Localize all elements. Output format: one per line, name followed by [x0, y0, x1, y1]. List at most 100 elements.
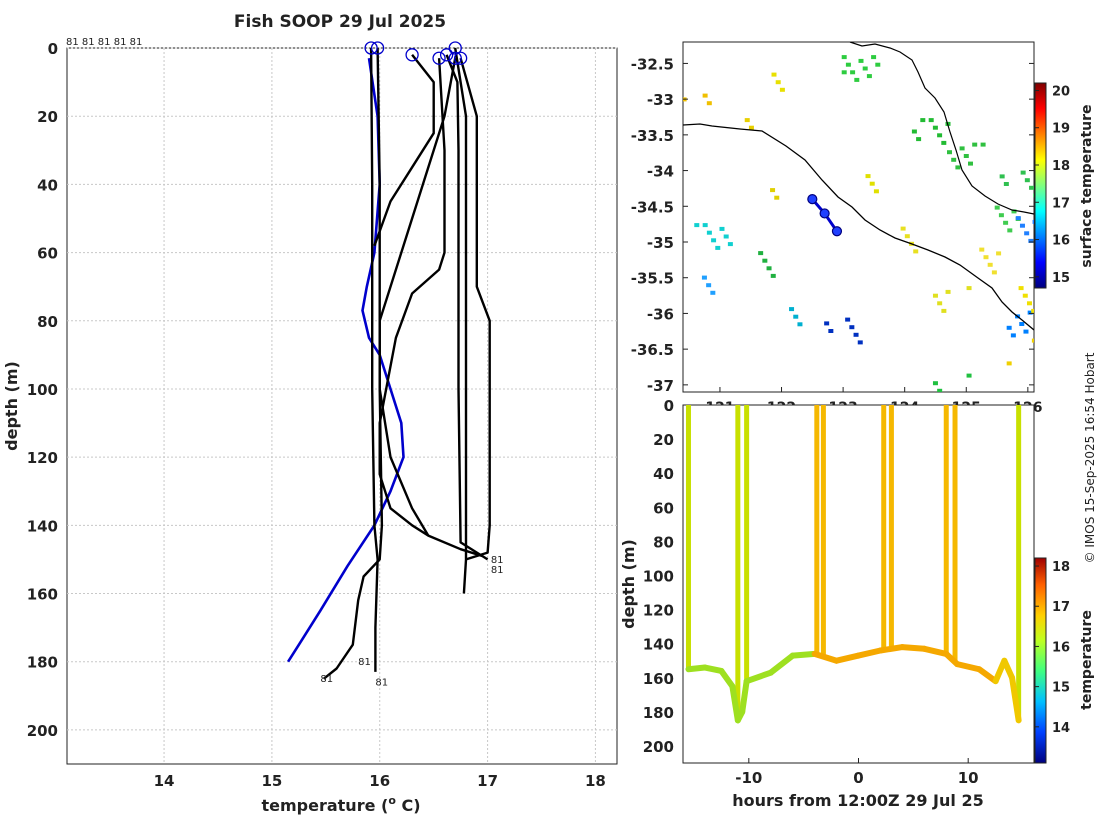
- map-sst-pixel: [1007, 228, 1013, 233]
- map-track-point: [831, 226, 843, 237]
- profile-x-tick-label: 16: [369, 772, 390, 790]
- profile-x-label: temperature (o C): [261, 794, 420, 815]
- map-sst-pixel: [845, 317, 851, 322]
- map-sst-pixel: [932, 381, 938, 386]
- map-y-tick-label: -36.5: [631, 341, 674, 359]
- profile-start-marker: [370, 41, 385, 55]
- map-sst-pixel: [775, 80, 781, 85]
- timeseries-colorbar-ticks: 14 15 16 17 18: [1035, 560, 1070, 736]
- timeseries-y-tick-label: 180: [643, 704, 674, 722]
- map-sst-pixel: [900, 226, 906, 231]
- map-sst-pixel: [937, 388, 943, 392]
- map-sst-pixel: [710, 290, 716, 295]
- timeseries-colorbar-tick-label: 18: [1052, 560, 1070, 575]
- timeseries-bottom-segment: [855, 647, 884, 659]
- map-sst-pixel: [677, 116, 682, 120]
- profile-y-tick-label: 100: [27, 381, 58, 399]
- map-sst-pixel: [779, 87, 785, 92]
- profile-x-tick-label: 15: [261, 772, 282, 790]
- map-sst-pixel: [702, 93, 708, 98]
- map-sst-pixel: [841, 55, 847, 60]
- map-y-tick-label: -33: [647, 91, 674, 109]
- timeseries-bottom-segment: [954, 661, 983, 673]
- timeseries-y-label: depth (m): [619, 539, 638, 629]
- map-sst-pixel: [1003, 220, 1009, 225]
- timeseries-panel: 0 20 40 60 80 100 120 140 160 180 200 -10 0 10 hours…: [619, 397, 1095, 810]
- profile-climatology-line: [287, 58, 405, 663]
- profile-start-marker: [448, 51, 462, 65]
- map-sst-pixel: [987, 262, 993, 267]
- timeseries-bottom-segment: [789, 650, 818, 659]
- map-sst-pixel: [673, 109, 678, 113]
- profile-y-tick-label: 40: [37, 176, 58, 194]
- timeseries-colorbar-label: temperature: [1079, 610, 1095, 710]
- map-sst-pixel: [911, 129, 917, 134]
- timeseries-y-tick-label: 100: [643, 567, 674, 585]
- map-sst-pixel: [1019, 223, 1025, 228]
- map-sst-pixel: [706, 101, 712, 106]
- profile-start-marker: [439, 48, 454, 62]
- timeseries-y-tick-label: 80: [653, 533, 674, 551]
- map-y-tick-label: -35.5: [631, 270, 674, 288]
- profile-line: [373, 54, 435, 247]
- profile-end-label: 81: [320, 674, 333, 685]
- profile-x-ticks: 14 15 16 17 18: [154, 772, 606, 790]
- timeseries-y-tick-label: 60: [653, 499, 674, 517]
- map-sst-pixel: [715, 245, 721, 250]
- profile-line: [369, 47, 379, 672]
- timeseries-x-ticks: -10 0 10: [735, 758, 979, 787]
- map-sst-pixel: [871, 55, 877, 60]
- profile-y-tick-label: 160: [27, 586, 58, 604]
- map-sst-pixel: [955, 165, 961, 170]
- map-sst-pixel: [1027, 310, 1033, 315]
- map-sst-pixel: [706, 230, 712, 235]
- map-sst-pixel: [1015, 216, 1021, 221]
- map-sst-pixel: [771, 72, 777, 77]
- timeseries-bottom-segment: [729, 683, 741, 724]
- map-sst-pixel: [1036, 311, 1041, 315]
- map-sst-pixel: [1031, 338, 1034, 343]
- map-sst-pixel: [932, 125, 938, 130]
- profile-line: [322, 47, 384, 680]
- map-sst-pixel: [941, 140, 947, 145]
- map-sst-pixel: [711, 238, 717, 243]
- timeseries-y-tick-label: 40: [653, 465, 674, 483]
- profile-y-tick-label: 20: [37, 108, 58, 126]
- timeseries-colorbar-tick-label: 16: [1052, 640, 1070, 655]
- map-colorbar-ticks: 15 16 17 18 19 20: [1035, 84, 1070, 286]
- timeseries-bottom-segment: [718, 667, 736, 690]
- credit-text: © IMOS 15-Sep-2025 16:54 Hobart: [1083, 352, 1097, 563]
- map-coast-east: [849, 42, 1034, 215]
- map-sst-pixel: [862, 66, 868, 71]
- map-sst-pixel: [1003, 182, 1009, 186]
- timeseries-colorbar-tick-label: 15: [1052, 681, 1070, 696]
- map-sst-pixel: [857, 340, 863, 345]
- map-sst-pixel: [968, 161, 973, 166]
- timeseries-bottom-segment: [743, 669, 774, 685]
- timeseries-bottom-segment: [877, 644, 906, 654]
- timeseries-colorbar: [1034, 557, 1047, 764]
- map-ship-track: [807, 194, 843, 237]
- map-sst-pixel: [980, 142, 986, 147]
- profile-y-label: depth (m): [2, 361, 21, 451]
- map-sst-pixel: [866, 74, 872, 79]
- map-sst-pixel: [677, 298, 682, 302]
- profile-x-tick-label: 18: [585, 772, 606, 790]
- map-sst-pixel: [869, 181, 875, 186]
- timeseries-y-tick-label: 160: [643, 670, 674, 688]
- map-sst-pixel: [1018, 286, 1024, 291]
- map-colorbar-tick-label: 20: [1052, 84, 1070, 99]
- map-sst-pixel: [920, 118, 926, 123]
- map-colorbar-tick-label: 17: [1052, 196, 1070, 211]
- map-sst-pixel: [841, 70, 847, 75]
- map-sst-pixel: [1019, 322, 1025, 326]
- map-y-tick-label: -33.5: [631, 127, 674, 145]
- map-sst-pixel: [928, 118, 934, 123]
- map-sst-pixel: [793, 314, 799, 319]
- map-sst-pixel: [1006, 361, 1012, 366]
- map-sst-pixel: [999, 174, 1005, 179]
- map-sst-pixel: [1040, 354, 1045, 358]
- map-coastline: [683, 123, 1034, 331]
- timeseries-x-tick-label: -10: [735, 769, 762, 787]
- map-sst-pixel: [996, 251, 1002, 256]
